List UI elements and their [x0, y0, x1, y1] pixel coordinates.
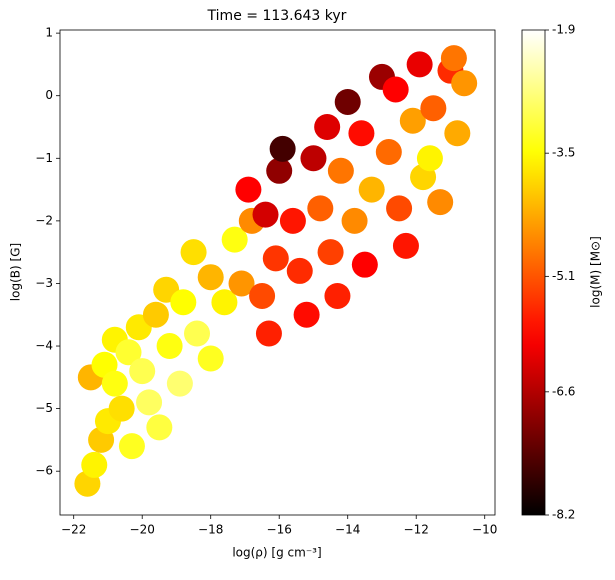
- y-tick-label: −6: [35, 464, 53, 478]
- x-tick-label: −10: [472, 523, 497, 537]
- point: [300, 145, 327, 172]
- colorbar-label: log(M) [M⊙]: [589, 236, 603, 308]
- point: [108, 395, 135, 422]
- x-tick-label: −14: [335, 523, 360, 537]
- point: [146, 414, 173, 441]
- point: [341, 207, 368, 234]
- point: [348, 120, 375, 147]
- point: [235, 176, 262, 203]
- point: [180, 239, 207, 266]
- point: [211, 289, 238, 316]
- y-tick-label: −1: [35, 151, 53, 165]
- colorbar-tick-label: -5.1: [552, 269, 575, 283]
- point: [252, 201, 279, 228]
- y-tick-label: −3: [35, 276, 53, 290]
- colorbar-tick-label: -1.9: [552, 23, 575, 37]
- point: [81, 451, 108, 478]
- point: [358, 176, 385, 203]
- point: [327, 157, 354, 184]
- point: [129, 358, 156, 385]
- colorbar: [521, 29, 546, 516]
- point: [136, 389, 163, 416]
- point: [351, 251, 378, 278]
- point: [451, 70, 478, 97]
- points: [74, 45, 478, 497]
- point: [382, 76, 409, 103]
- point: [197, 345, 224, 372]
- point: [156, 333, 183, 360]
- point: [255, 320, 282, 347]
- point: [197, 264, 224, 291]
- point: [184, 320, 211, 347]
- x-tick-label: −20: [130, 523, 155, 537]
- point: [279, 207, 306, 234]
- point: [334, 88, 361, 115]
- point: [249, 282, 276, 309]
- point: [324, 282, 351, 309]
- point: [228, 270, 255, 297]
- point: [142, 301, 169, 328]
- point: [314, 114, 341, 140]
- plot-frame: [59, 29, 496, 516]
- point: [221, 226, 248, 253]
- point: [269, 135, 296, 162]
- point: [166, 370, 193, 397]
- point: [317, 239, 344, 266]
- point: [386, 195, 413, 222]
- colorbar-tick-label: -6.6: [552, 384, 575, 398]
- point: [286, 257, 313, 284]
- colorbar-tick-label: -8.2: [552, 508, 575, 522]
- point: [440, 45, 467, 72]
- y-tick-label: −5: [35, 401, 53, 415]
- chart-title: Time = 113.643 kyr: [207, 8, 347, 24]
- point: [427, 189, 454, 216]
- point: [101, 370, 128, 397]
- y-tick-label: −4: [35, 339, 53, 353]
- y-tick-label: −2: [35, 213, 53, 227]
- point: [262, 245, 289, 272]
- point: [399, 107, 426, 134]
- point: [406, 51, 433, 78]
- point: [266, 157, 293, 184]
- point: [444, 120, 471, 147]
- colorbar-tick-label: -3.5: [552, 146, 575, 160]
- y-tick-label: 0: [45, 88, 53, 102]
- point: [170, 289, 197, 316]
- y-tick-label: 1: [45, 26, 53, 40]
- y-axis-label: log(B) [G]: [9, 243, 23, 301]
- point: [420, 95, 447, 122]
- x-tick-label: −16: [267, 523, 292, 537]
- point: [392, 232, 419, 259]
- x-tick-label: −18: [198, 523, 223, 537]
- point: [118, 433, 145, 460]
- point: [416, 145, 443, 172]
- point: [115, 339, 142, 366]
- x-tick-label: −22: [61, 523, 86, 537]
- point: [307, 195, 334, 222]
- point: [375, 139, 402, 166]
- point: [293, 301, 320, 328]
- x-axis-label: log(ρ) [g cm⁻³]: [232, 546, 321, 560]
- x-tick-label: −12: [404, 523, 429, 537]
